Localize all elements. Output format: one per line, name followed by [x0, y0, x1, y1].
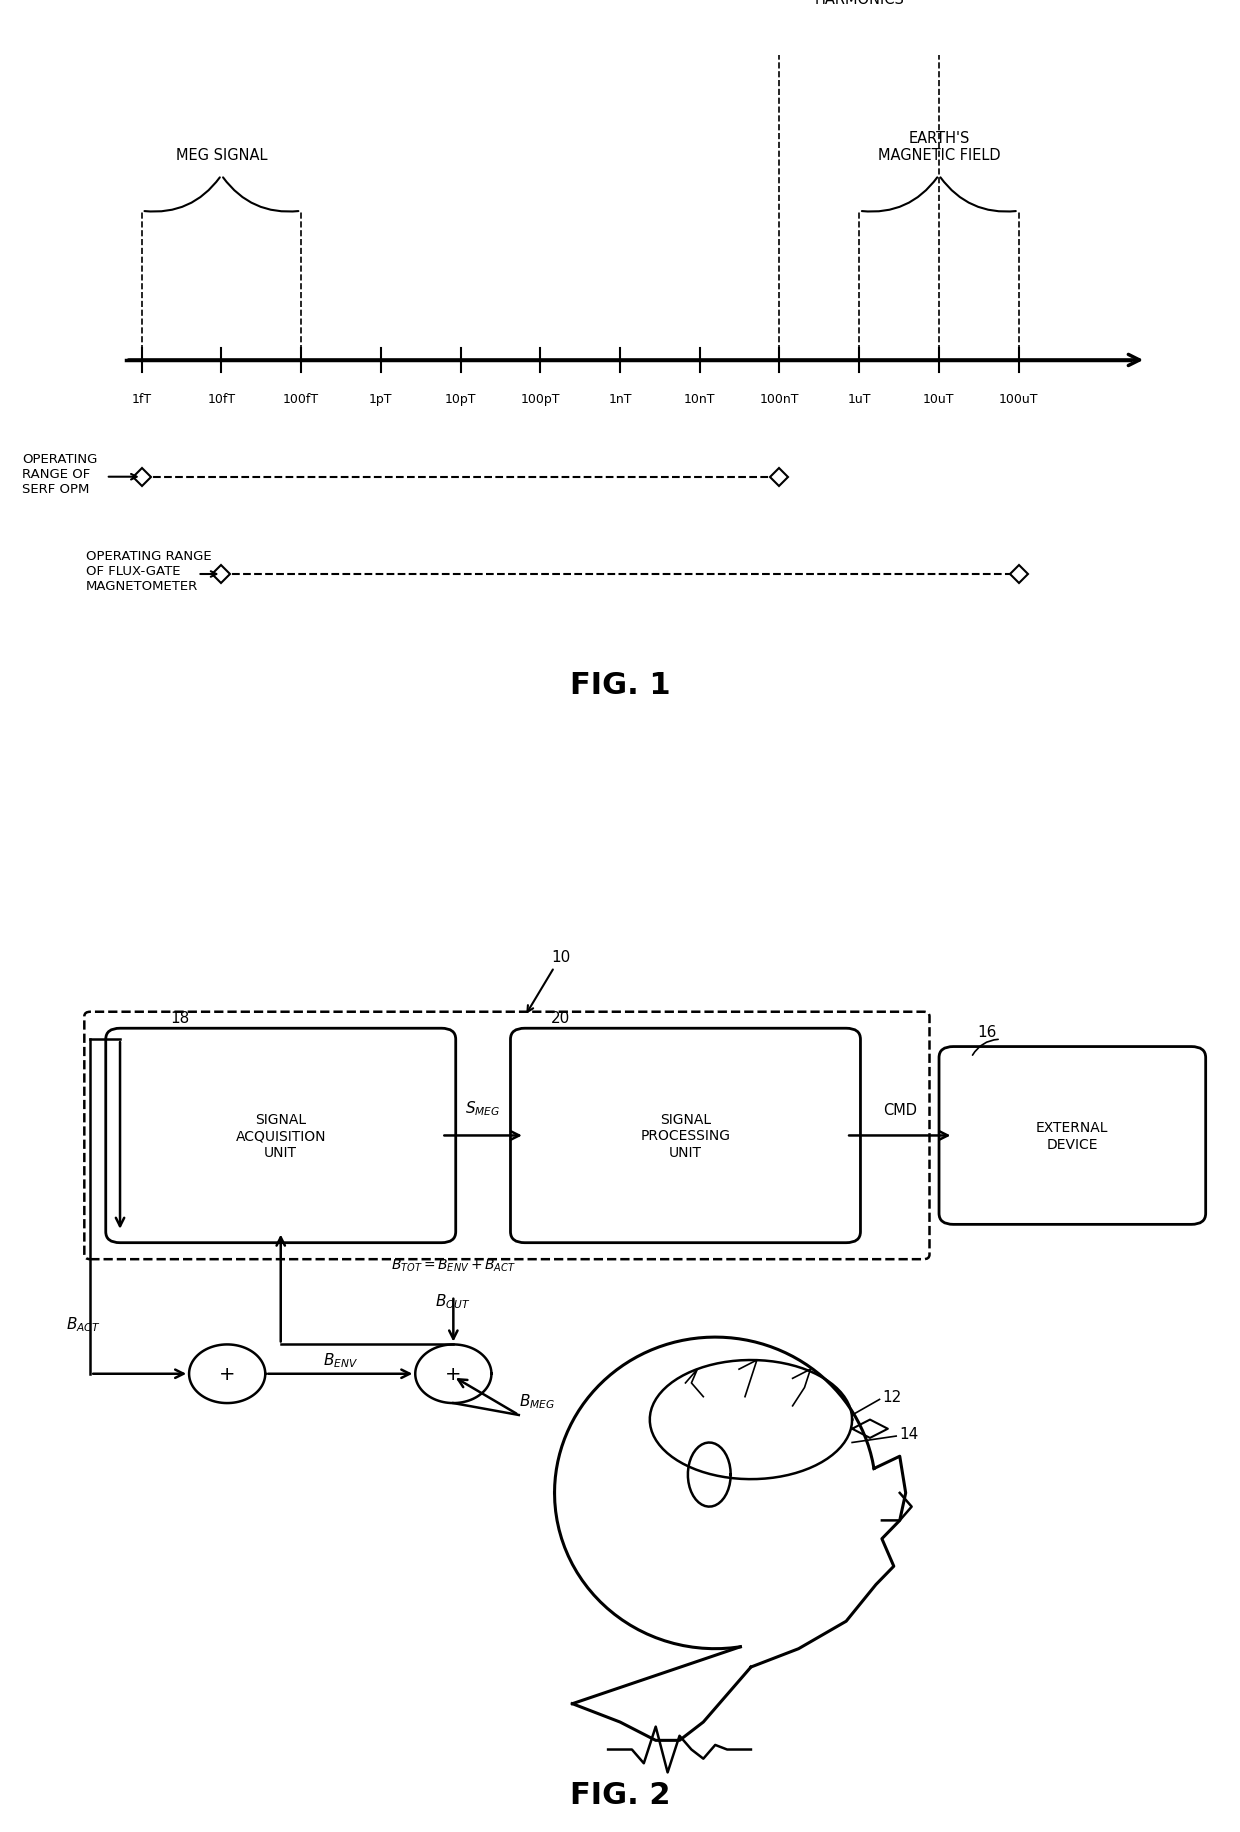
Text: SIGNAL
ACQUISITION
UNIT: SIGNAL ACQUISITION UNIT: [236, 1112, 326, 1160]
Text: +: +: [219, 1365, 236, 1383]
Text: 100pT: 100pT: [521, 394, 560, 407]
FancyBboxPatch shape: [939, 1048, 1205, 1224]
Text: 1pT: 1pT: [370, 394, 393, 407]
Text: FIG. 1: FIG. 1: [569, 671, 671, 700]
Text: 100fT: 100fT: [283, 394, 319, 407]
Text: 10uT: 10uT: [923, 394, 955, 407]
Text: SIGNAL
PROCESSING
UNIT: SIGNAL PROCESSING UNIT: [641, 1112, 730, 1160]
Text: 16: 16: [977, 1024, 997, 1041]
Text: 14: 14: [900, 1425, 919, 1442]
Text: MEG SIGNAL: MEG SIGNAL: [176, 148, 267, 163]
Text: 1nT: 1nT: [609, 394, 631, 407]
Text: $B_{TOT}=B_{ENV}+B_{ACT}$: $B_{TOT}=B_{ENV}+B_{ACT}$: [391, 1257, 516, 1273]
Text: $S_{MEG}$: $S_{MEG}$: [465, 1099, 501, 1118]
Text: 10nT: 10nT: [684, 394, 715, 407]
Text: 10fT: 10fT: [207, 394, 236, 407]
Text: $B_{ACT}$: $B_{ACT}$: [67, 1314, 100, 1334]
Text: 100nT: 100nT: [760, 394, 799, 407]
Text: 1fT: 1fT: [131, 394, 151, 407]
Text: 1uT: 1uT: [847, 394, 870, 407]
Text: 10: 10: [527, 949, 570, 1013]
FancyBboxPatch shape: [84, 1011, 930, 1260]
Text: $B_{OUT}$: $B_{OUT}$: [435, 1292, 471, 1310]
Text: FIG. 2: FIG. 2: [569, 1781, 671, 1810]
Text: EXTERNAL
DEVICE: EXTERNAL DEVICE: [1037, 1121, 1109, 1150]
Text: 10pT: 10pT: [445, 394, 476, 407]
Text: $B_{ENV}$: $B_{ENV}$: [322, 1350, 358, 1370]
Text: 12: 12: [882, 1389, 901, 1405]
Text: OPERATING
RANGE OF
SERF OPM: OPERATING RANGE OF SERF OPM: [22, 453, 98, 496]
Text: CMD: CMD: [883, 1103, 916, 1118]
Text: OPERATING RANGE
OF FLUX-GATE
MAGNETOMETER: OPERATING RANGE OF FLUX-GATE MAGNETOMETE…: [86, 550, 212, 594]
Text: 18: 18: [170, 1011, 190, 1026]
FancyBboxPatch shape: [105, 1028, 456, 1242]
Text: 60Hz
HARMONICS: 60Hz HARMONICS: [815, 0, 904, 7]
Text: EARTH'S
MAGNETIC FIELD: EARTH'S MAGNETIC FIELD: [878, 130, 1001, 163]
Text: +: +: [445, 1365, 461, 1383]
Text: 20: 20: [551, 1011, 570, 1026]
Text: $B_{MEG}$: $B_{MEG}$: [518, 1392, 554, 1411]
FancyBboxPatch shape: [511, 1028, 861, 1242]
Text: 100uT: 100uT: [999, 394, 1038, 407]
